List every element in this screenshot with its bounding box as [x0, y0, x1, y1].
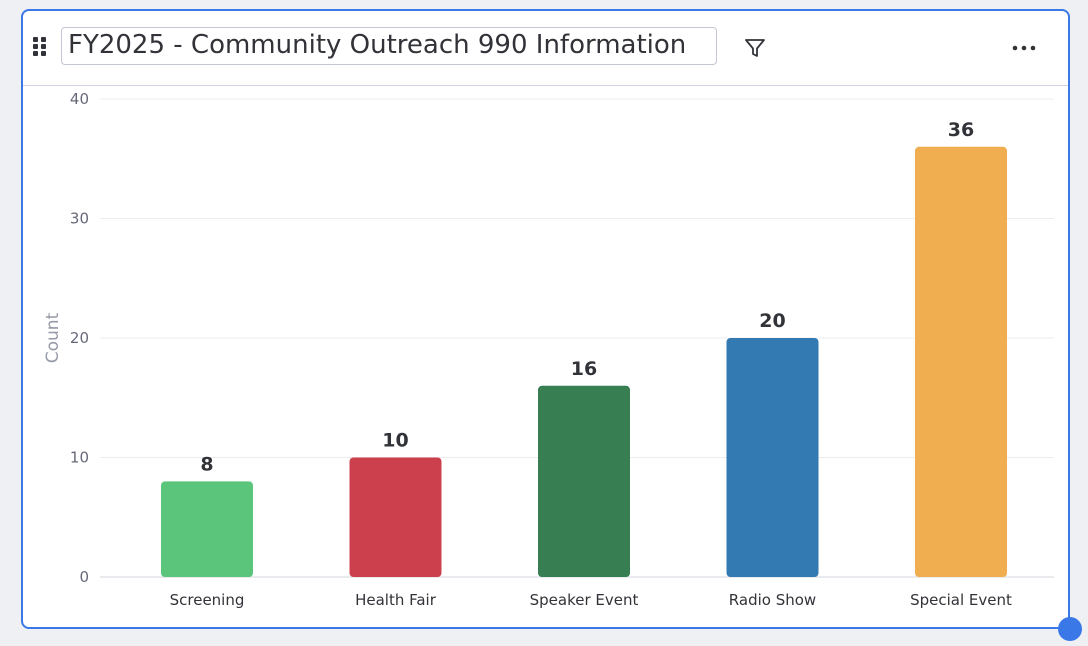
x-tick-label: Screening [170, 591, 245, 609]
data-label: 20 [759, 310, 785, 332]
resize-handle[interactable] [1058, 617, 1082, 641]
bar-speaker-event [538, 385, 630, 577]
x-tick-label: Speaker Event [530, 591, 639, 609]
bar-special-event [915, 146, 1007, 578]
x-tick-label: Health Fair [355, 591, 437, 609]
y-tick-label: 0 [79, 568, 89, 586]
widget-header: FY2025 - Community Outreach 990 Informat… [23, 11, 1068, 86]
widget-title[interactable]: FY2025 - Community Outreach 990 Informat… [61, 27, 717, 65]
drag-handle-icon[interactable] [33, 37, 47, 57]
bar-radio-show [726, 338, 819, 577]
x-tick-label: Special Event [910, 591, 1012, 609]
y-axis-label: Count [43, 312, 63, 363]
data-label: 10 [382, 430, 408, 452]
data-label: 16 [571, 358, 597, 380]
data-label: 36 [948, 119, 974, 141]
y-tick-label: 20 [70, 329, 89, 347]
x-tick-label: Radio Show [729, 591, 816, 609]
data-label: 8 [200, 453, 213, 475]
filter-icon[interactable] [742, 35, 768, 61]
y-tick-label: 30 [70, 210, 89, 228]
y-tick-label: 40 [70, 90, 89, 108]
more-options-icon[interactable] [1008, 35, 1040, 61]
bar-health-fair [349, 457, 442, 577]
y-tick-label: 10 [70, 449, 89, 467]
bar-screening [161, 481, 253, 577]
